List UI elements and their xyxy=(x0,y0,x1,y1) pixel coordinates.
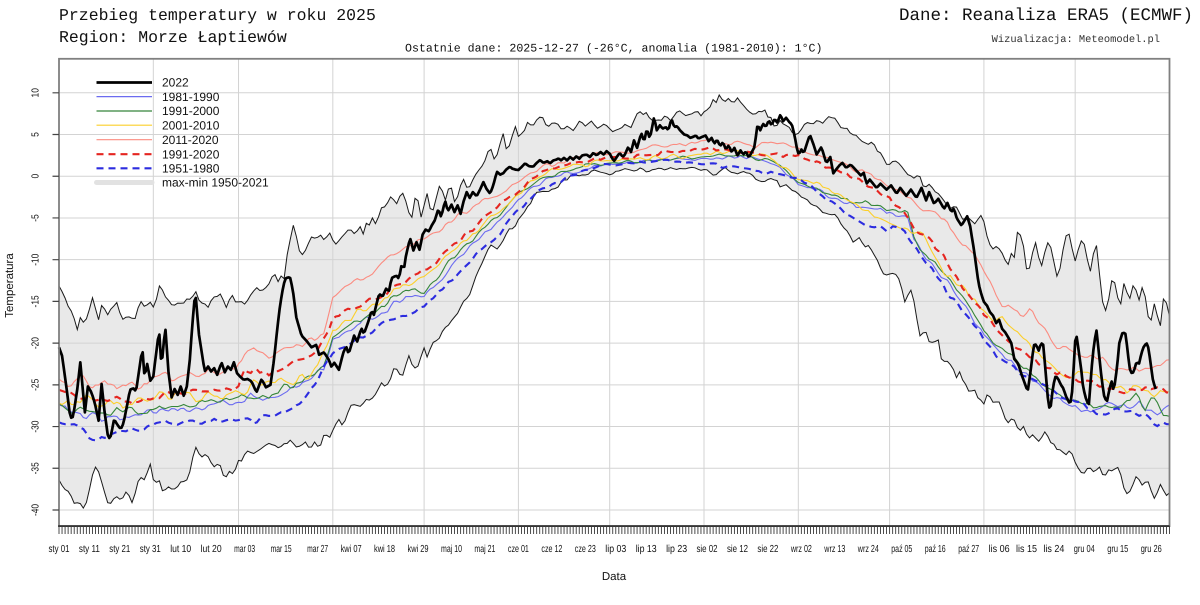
svg-text:cze 12: cze 12 xyxy=(541,544,562,555)
svg-text:gru 04: gru 04 xyxy=(1074,544,1095,555)
svg-text:Dane: Reanaliza ERA5 (ECMWF): Dane: Reanaliza ERA5 (ECMWF) xyxy=(899,6,1193,26)
svg-text:1991-2000: 1991-2000 xyxy=(162,104,220,118)
svg-text:maj 21: maj 21 xyxy=(474,544,495,555)
svg-text:lut 10: lut 10 xyxy=(170,544,191,555)
svg-text:wrz 13: wrz 13 xyxy=(824,544,846,555)
svg-text:maj 10: maj 10 xyxy=(441,544,462,555)
svg-text:gru 26: gru 26 xyxy=(1141,544,1162,555)
svg-text:lis 24: lis 24 xyxy=(1043,544,1064,555)
svg-text:-5: -5 xyxy=(31,214,42,222)
svg-text:sty 01: sty 01 xyxy=(49,544,70,555)
svg-text:Data: Data xyxy=(602,571,627,583)
svg-text:0: 0 xyxy=(31,174,42,179)
svg-text:1951-1980: 1951-1980 xyxy=(162,162,220,176)
svg-text:paź 05: paź 05 xyxy=(891,544,912,555)
svg-text:2022: 2022 xyxy=(162,76,189,90)
svg-text:sty 31: sty 31 xyxy=(140,544,161,555)
svg-text:Przebieg temperatury w roku 20: Przebieg temperatury w roku 2025 xyxy=(59,6,376,25)
svg-text:wrz 02: wrz 02 xyxy=(790,544,812,555)
svg-text:cze 01: cze 01 xyxy=(508,544,529,555)
svg-text:10: 10 xyxy=(31,88,42,98)
svg-text:lip 13: lip 13 xyxy=(636,544,657,555)
svg-text:sie 02: sie 02 xyxy=(697,544,718,555)
svg-text:sie 22: sie 22 xyxy=(757,544,778,555)
svg-text:max-min 1950-2021: max-min 1950-2021 xyxy=(162,176,269,190)
svg-text:5: 5 xyxy=(31,132,42,137)
svg-text:wrz 24: wrz 24 xyxy=(857,544,879,555)
svg-text:kwi 07: kwi 07 xyxy=(341,544,362,555)
svg-text:1991-2020: 1991-2020 xyxy=(162,147,220,161)
svg-text:-25: -25 xyxy=(31,378,42,390)
svg-text:2001-2010: 2001-2010 xyxy=(162,118,220,132)
svg-text:sty 21: sty 21 xyxy=(109,544,130,555)
svg-text:lip 03: lip 03 xyxy=(605,544,626,555)
svg-text:mar 15: mar 15 xyxy=(271,544,292,555)
svg-text:Ostatnie dane: 2025-12-27 (-26: Ostatnie dane: 2025-12-27 (-26°C, anomal… xyxy=(405,43,822,56)
svg-text:paź 27: paź 27 xyxy=(958,544,979,555)
svg-text:mar 03: mar 03 xyxy=(234,544,255,555)
svg-text:sty 11: sty 11 xyxy=(79,544,100,555)
svg-text:lut 20: lut 20 xyxy=(201,544,222,555)
svg-text:Wizualizacja: Meteomodel.pl: Wizualizacja: Meteomodel.pl xyxy=(992,34,1160,46)
svg-text:-10: -10 xyxy=(31,253,42,265)
svg-text:paź 16: paź 16 xyxy=(925,544,946,555)
svg-text:-20: -20 xyxy=(31,337,42,349)
svg-text:-30: -30 xyxy=(31,420,42,432)
svg-text:sie 12: sie 12 xyxy=(727,544,748,555)
svg-text:lis 06: lis 06 xyxy=(989,544,1010,555)
svg-text:-35: -35 xyxy=(31,462,42,474)
svg-text:kwi 29: kwi 29 xyxy=(408,544,429,555)
svg-text:lip 23: lip 23 xyxy=(666,544,687,555)
svg-text:-15: -15 xyxy=(31,295,42,307)
svg-text:Temperatura: Temperatura xyxy=(4,253,16,318)
svg-text:gru 15: gru 15 xyxy=(1107,544,1128,555)
svg-text:kwi 18: kwi 18 xyxy=(374,544,395,555)
svg-text:cze 23: cze 23 xyxy=(575,544,596,555)
svg-text:2011-2020: 2011-2020 xyxy=(162,133,219,147)
svg-text:mar 27: mar 27 xyxy=(307,544,328,555)
svg-text:lis 15: lis 15 xyxy=(1016,544,1037,555)
svg-text:Region: Morze Łaptiewów: Region: Morze Łaptiewów xyxy=(59,28,287,47)
svg-text:1981-1990: 1981-1990 xyxy=(162,90,220,104)
svg-text:-40: -40 xyxy=(31,504,42,516)
